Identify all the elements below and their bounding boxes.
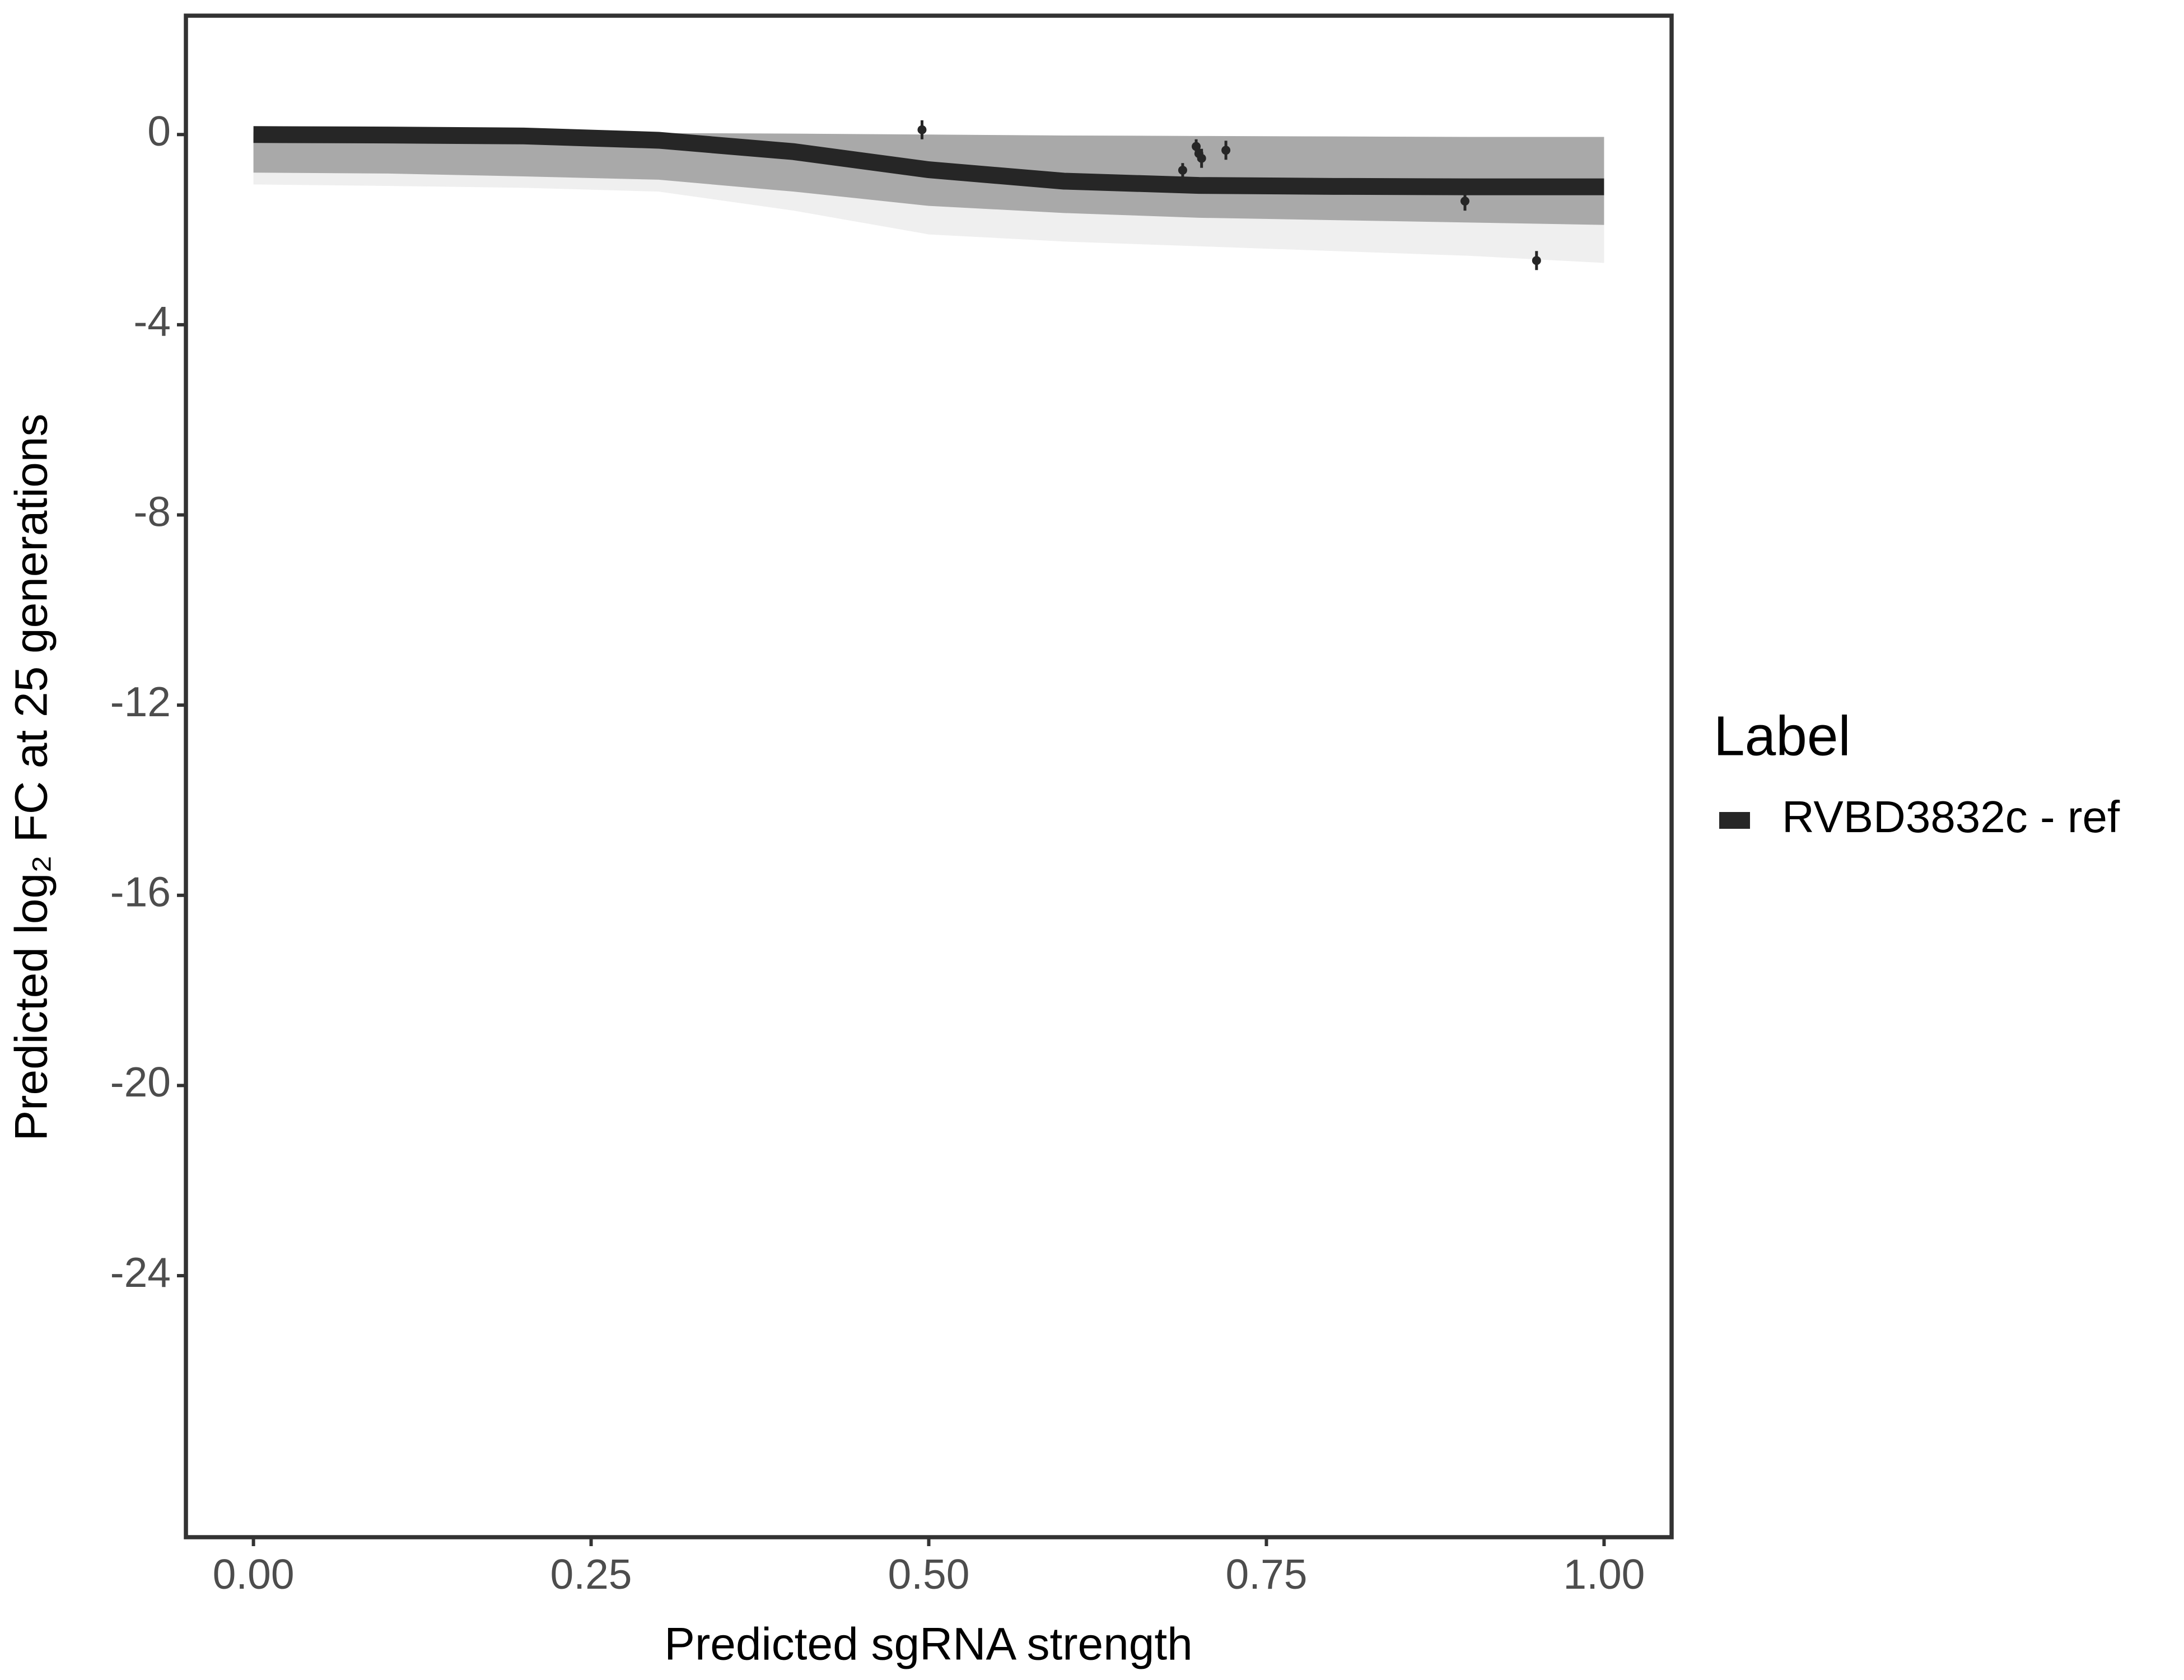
y-tick-label: -12 bbox=[110, 678, 171, 725]
x-tick-label: 0.00 bbox=[213, 1551, 295, 1598]
y-tick-label: -8 bbox=[133, 488, 171, 535]
point bbox=[1460, 197, 1469, 206]
point bbox=[1221, 146, 1231, 155]
y-axis-title: Predicted log₂ FC at 25 generations bbox=[6, 413, 57, 1141]
point bbox=[1178, 165, 1187, 175]
x-axis-title: Predicted sgRNA strength bbox=[664, 1619, 1192, 1670]
point bbox=[1532, 256, 1541, 265]
y-tick-label: -16 bbox=[110, 869, 171, 916]
y-tick-label: -4 bbox=[133, 298, 171, 345]
y-tick-label: 0 bbox=[147, 108, 171, 155]
y-tick-label: -24 bbox=[110, 1249, 171, 1296]
x-tick-label: 0.75 bbox=[1225, 1551, 1307, 1598]
y-tick-label: -20 bbox=[110, 1058, 171, 1105]
point bbox=[917, 125, 927, 134]
legend-title: Label bbox=[1714, 704, 1851, 767]
legend-key bbox=[1719, 812, 1750, 829]
series-line bbox=[253, 126, 1604, 195]
x-tick-label: 1.00 bbox=[1563, 1551, 1645, 1598]
x-tick-label: 0.25 bbox=[550, 1551, 632, 1598]
legend-label: RVBD3832c - ref bbox=[1782, 792, 2120, 842]
x-tick-label: 0.50 bbox=[888, 1551, 970, 1598]
band bbox=[253, 132, 1604, 225]
point bbox=[1197, 153, 1206, 163]
